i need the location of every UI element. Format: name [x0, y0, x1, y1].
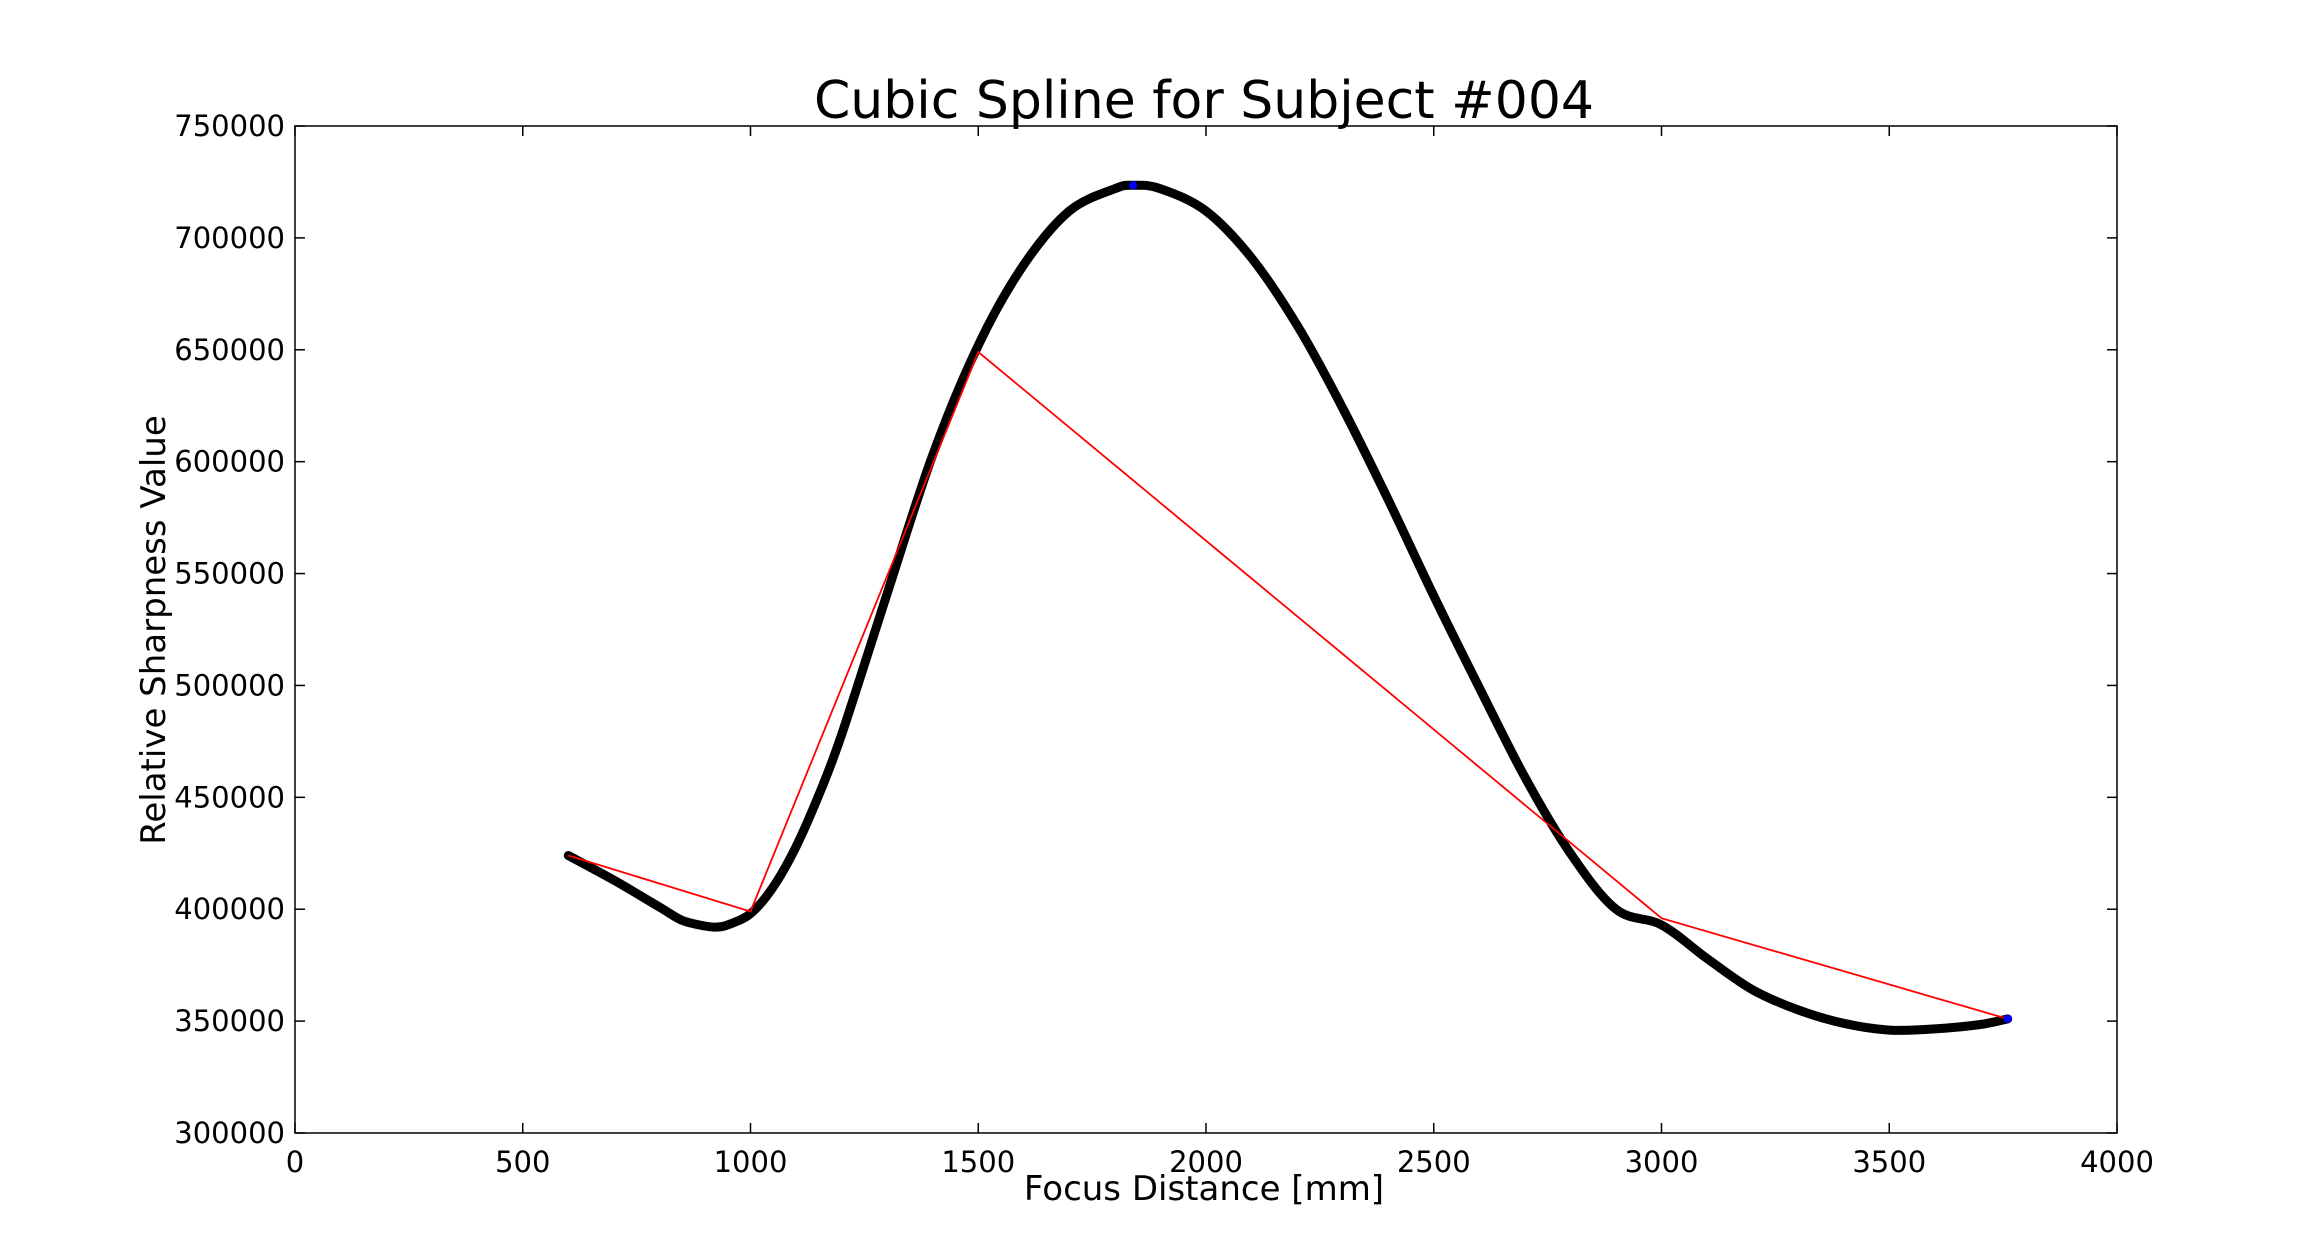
y-tick-label: 650000: [174, 333, 285, 367]
data-polyline: [568, 350, 2008, 1020]
x-axis: 0 500 1000 1500 2000 2500 3000 3500 4000: [286, 126, 2154, 1179]
y-tick-label: 600000: [174, 445, 285, 479]
x-tick-label: 500: [495, 1145, 550, 1179]
y-tick-label: 550000: [174, 557, 285, 591]
y-tick-label: 750000: [174, 109, 285, 143]
data-marker: [2003, 1014, 2012, 1023]
data-marker: [1129, 181, 1138, 190]
y-tick-label: 400000: [174, 892, 285, 926]
x-tick-label: 4000: [2080, 1145, 2154, 1179]
x-tick-label: 3500: [1852, 1145, 1926, 1179]
y-tick-label: 700000: [174, 221, 285, 255]
x-axis-label: Focus Distance [mm]: [1024, 1169, 1384, 1209]
spline-curve: [563, 180, 2013, 1035]
y-tick-label: 300000: [174, 1116, 285, 1150]
y-axis-label: Relative Sharpness Value: [134, 415, 174, 845]
x-tick-label: 1000: [714, 1145, 788, 1179]
x-tick-label: 0: [286, 1145, 304, 1179]
x-tick-label: 1500: [941, 1145, 1015, 1179]
y-tick-label: 350000: [174, 1004, 285, 1038]
x-tick-label: 2500: [1397, 1145, 1471, 1179]
y-axis: 300000 350000 400000 450000 500000 550000 6000…: [174, 109, 2117, 1150]
y-tick-label: 450000: [174, 780, 285, 814]
plot-frame: [294, 125, 2118, 1134]
plot-area: [563, 180, 2013, 1035]
x-tick-label: 2000: [1169, 1145, 1243, 1179]
y-tick-label: 500000: [174, 668, 285, 702]
chart-title: Cubic Spline for Subject #004: [814, 71, 1594, 131]
x-tick-label: 3000: [1625, 1145, 1699, 1179]
